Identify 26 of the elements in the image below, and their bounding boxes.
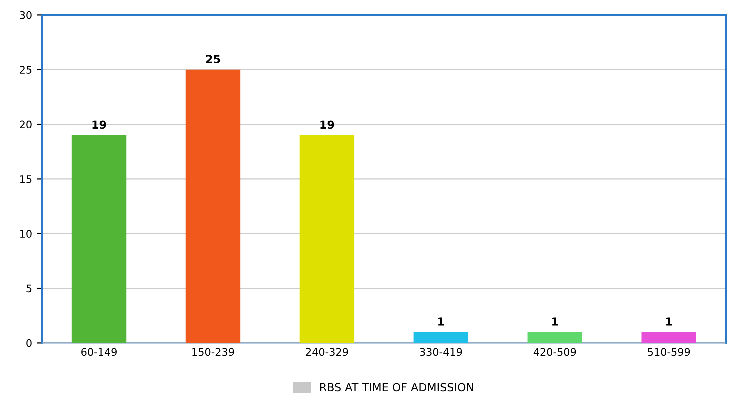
x-tick-label: 150-239 xyxy=(192,348,234,356)
bar xyxy=(528,332,582,344)
bar xyxy=(642,332,696,344)
data-label: 19 xyxy=(320,120,334,130)
x-tick-label: 240-329 xyxy=(306,348,348,356)
data-label: 1 xyxy=(666,318,672,326)
bar xyxy=(414,332,469,344)
y-tick-label: 20 xyxy=(20,120,32,129)
x-tick-label: 60-149 xyxy=(82,348,117,356)
y-tick-label: 30 xyxy=(20,11,32,20)
y-tick-label: 10 xyxy=(20,230,32,238)
bar xyxy=(186,70,241,344)
x-tick-label: 420-509 xyxy=(534,348,576,356)
y-tick-label: 0 xyxy=(26,339,32,348)
text: RBS AT TIME OF ADMISSION xyxy=(320,383,474,392)
x-tick-label: 510-599 xyxy=(648,348,690,356)
data-label: 1 xyxy=(438,318,444,326)
data-label: 19 xyxy=(92,120,106,130)
y-tick-label: 25 xyxy=(20,66,32,74)
bar xyxy=(300,135,355,344)
y-tick-label: 15 xyxy=(20,176,32,184)
data-label: 1 xyxy=(552,318,558,326)
data-label: 25 xyxy=(206,55,220,64)
x-tick-label: 330-419 xyxy=(420,348,462,356)
y-tick-label: 5 xyxy=(26,284,32,293)
bar xyxy=(72,135,127,344)
